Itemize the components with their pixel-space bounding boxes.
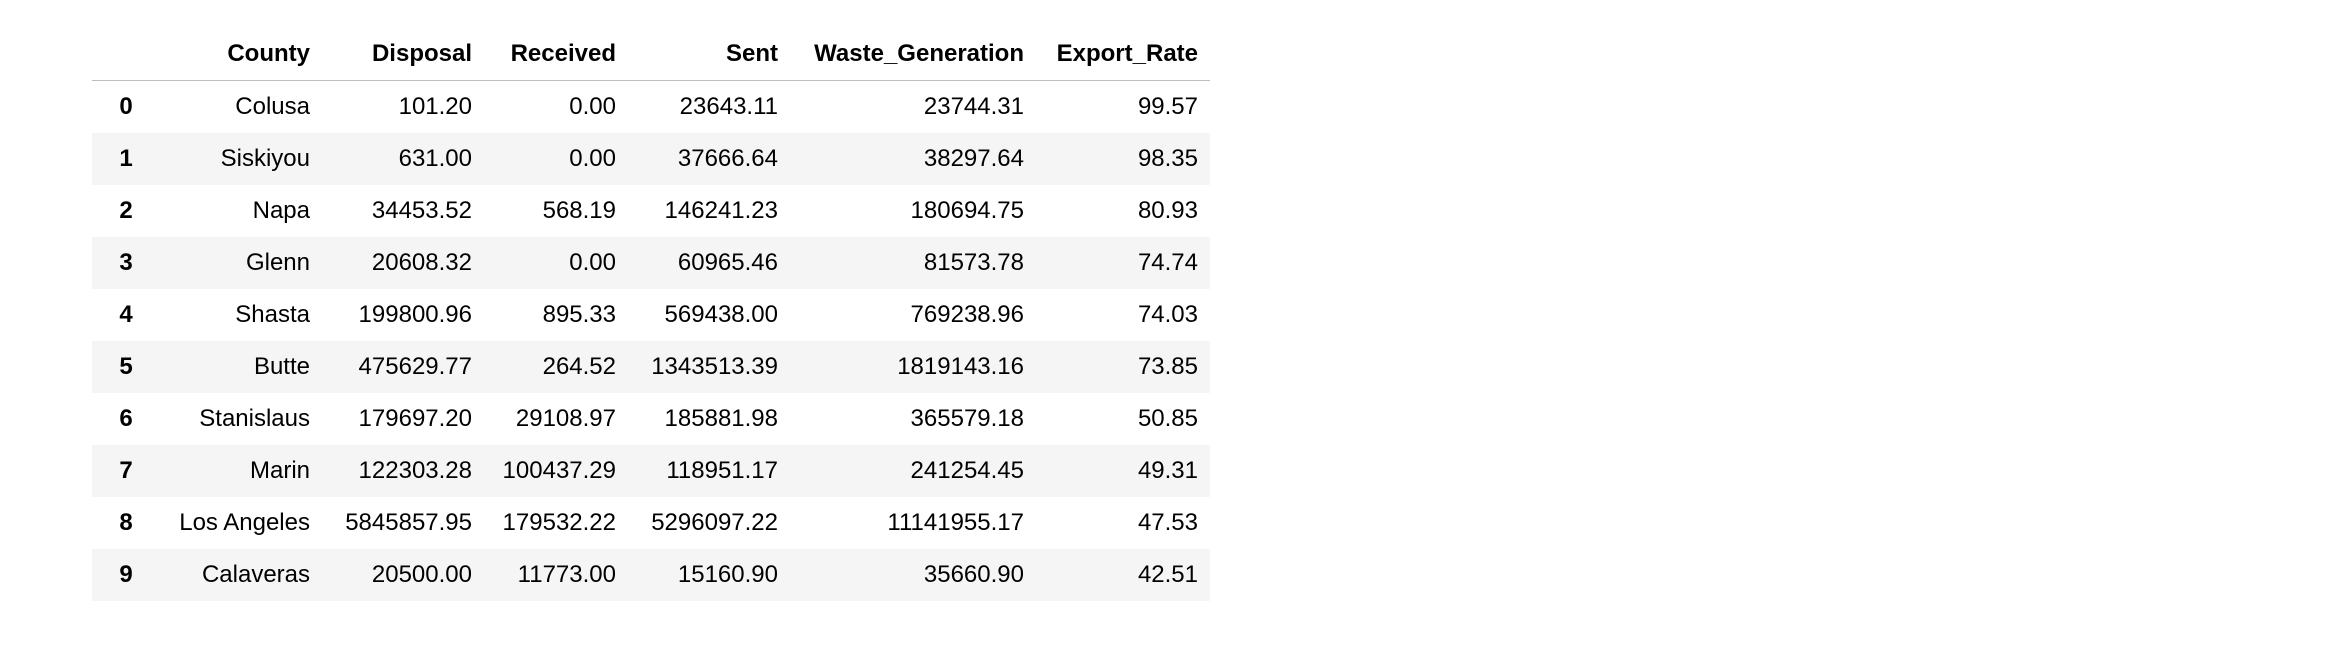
cell-received: 895.33 (542, 301, 616, 328)
cell-waste-generation: 11141955.17 (887, 509, 1024, 536)
cell-sent: 569438.00 (664, 301, 778, 328)
dataframe-table-container: County Disposal Received Sent Waste_Gene… (92, 28, 1210, 601)
cell-received: 100437.29 (502, 457, 616, 484)
row-index: 4 (119, 301, 133, 328)
row-index: 7 (119, 457, 133, 484)
table-row: 1 Siskiyou 631.00 0.00 37666.64 38297.64… (92, 133, 1210, 185)
column-header-sent: Sent (628, 28, 790, 81)
cell-disposal: 20500.00 (371, 561, 472, 588)
cell-waste-generation: 180694.75 (910, 197, 1024, 224)
column-header-export-rate: Export_Rate (1036, 28, 1210, 81)
cell-disposal: 475629.77 (358, 353, 472, 380)
cell-received: 179532.22 (502, 509, 616, 536)
table-row: 8 Los Angeles 5845857.95 179532.22 52960… (92, 497, 1210, 549)
cell-waste-generation: 769238.96 (910, 301, 1024, 328)
cell-received: 0.00 (569, 145, 616, 172)
cell-export-rate: 50.85 (1137, 405, 1198, 432)
cell-export-rate: 73.85 (1137, 353, 1198, 380)
cell-county: Glenn (245, 249, 310, 276)
table-row: 4 Shasta 199800.96 895.33 569438.00 7692… (92, 289, 1210, 341)
cell-export-rate: 98.35 (1137, 145, 1198, 172)
cell-county: Butte (253, 353, 310, 380)
index-header (92, 28, 160, 81)
table-header: County Disposal Received Sent Waste_Gene… (92, 28, 1210, 81)
cell-disposal: 179697.20 (358, 405, 472, 432)
cell-disposal: 5845857.95 (345, 509, 472, 536)
cell-received: 11773.00 (517, 561, 616, 588)
column-header-disposal: Disposal (322, 28, 484, 81)
column-header-county: County (160, 28, 322, 81)
table-row: 6 Stanislaus 179697.20 29108.97 185881.9… (92, 393, 1210, 445)
cell-county: Siskiyou (220, 145, 310, 172)
cell-export-rate: 49.31 (1137, 457, 1198, 484)
cell-export-rate: 74.03 (1137, 301, 1198, 328)
row-index: 3 (119, 249, 133, 276)
cell-county: Shasta (235, 301, 310, 328)
table-row: 5 Butte 475629.77 264.52 1343513.39 1819… (92, 341, 1210, 393)
cell-disposal: 122303.28 (358, 457, 472, 484)
table-row: 0 Colusa 101.20 0.00 23643.11 23744.31 9… (92, 81, 1210, 134)
row-index: 9 (119, 561, 133, 588)
cell-sent: 185881.98 (664, 405, 778, 432)
cell-export-rate: 99.57 (1137, 93, 1198, 120)
cell-received: 568.19 (542, 197, 616, 224)
row-index: 8 (119, 509, 133, 536)
cell-disposal: 199800.96 (358, 301, 472, 328)
cell-waste-generation: 23744.31 (923, 93, 1024, 120)
cell-disposal: 631.00 (398, 145, 472, 172)
cell-county: Stanislaus (199, 405, 310, 432)
cell-received: 29108.97 (515, 405, 616, 432)
cell-disposal: 34453.52 (371, 197, 472, 224)
cell-county: Los Angeles (179, 509, 310, 536)
cell-waste-generation: 365579.18 (910, 405, 1024, 432)
header-row: County Disposal Received Sent Waste_Gene… (92, 28, 1210, 81)
column-header-received: Received (484, 28, 628, 81)
cell-received: 0.00 (569, 249, 616, 276)
cell-county: Marin (249, 457, 310, 484)
cell-waste-generation: 81573.78 (923, 249, 1024, 276)
cell-sent: 146241.23 (664, 197, 778, 224)
table-row: 9 Calaveras 20500.00 11773.00 15160.90 3… (92, 549, 1210, 601)
row-index: 0 (119, 93, 133, 120)
cell-sent: 23643.11 (679, 93, 778, 120)
cell-sent: 60965.46 (677, 249, 778, 276)
cell-export-rate: 42.51 (1137, 561, 1198, 588)
dataframe-table: County Disposal Received Sent Waste_Gene… (92, 28, 1210, 601)
cell-disposal: 20608.32 (371, 249, 472, 276)
cell-waste-generation: 241254.45 (910, 457, 1024, 484)
cell-county: Colusa (235, 93, 310, 120)
cell-sent: 1343513.39 (651, 353, 778, 380)
cell-county: Calaveras (201, 561, 310, 588)
cell-sent: 15160.90 (677, 561, 778, 588)
cell-received: 0.00 (569, 93, 616, 120)
row-index: 5 (119, 353, 133, 380)
cell-received: 264.52 (542, 353, 616, 380)
cell-export-rate: 74.74 (1137, 249, 1198, 276)
row-index: 1 (119, 145, 133, 172)
table-row: 2 Napa 34453.52 568.19 146241.23 180694.… (92, 185, 1210, 237)
column-header-waste-generation: Waste_Generation (790, 28, 1036, 81)
cell-county: Napa (252, 197, 310, 224)
row-index: 2 (119, 197, 133, 224)
cell-sent: 5296097.22 (651, 509, 778, 536)
cell-waste-generation: 35660.90 (923, 561, 1024, 588)
row-index: 6 (119, 405, 133, 432)
cell-disposal: 101.20 (398, 93, 472, 120)
cell-waste-generation: 1819143.16 (897, 353, 1024, 380)
table-body: 0 Colusa 101.20 0.00 23643.11 23744.31 9… (92, 81, 1210, 601)
cell-waste-generation: 38297.64 (923, 145, 1024, 172)
cell-sent: 118951.17 (666, 457, 778, 484)
table-row: 3 Glenn 20608.32 0.00 60965.46 81573.78 … (92, 237, 1210, 289)
cell-sent: 37666.64 (677, 145, 778, 172)
table-row: 7 Marin 122303.28 100437.29 118951.17 24… (92, 445, 1210, 497)
cell-export-rate: 47.53 (1137, 509, 1198, 536)
cell-export-rate: 80.93 (1137, 197, 1198, 224)
